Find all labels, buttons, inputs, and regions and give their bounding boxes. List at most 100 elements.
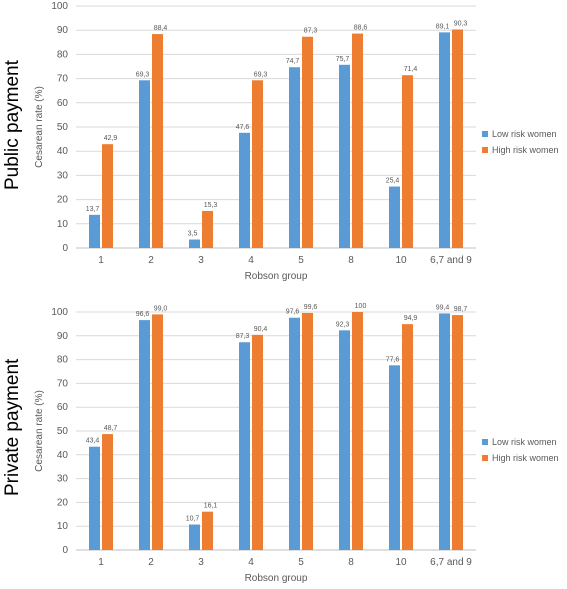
data-label: 87,3 xyxy=(236,333,250,340)
x-tick-label: 1 xyxy=(98,557,104,568)
y-tick-label: 90 xyxy=(57,25,69,36)
bar-high-risk xyxy=(102,144,113,248)
bar-high-risk xyxy=(152,314,163,550)
bar-high-risk xyxy=(302,36,313,248)
legend-label: High risk women xyxy=(492,145,559,155)
bar-high-risk xyxy=(102,434,113,550)
x-axis-label: Robson group xyxy=(245,271,308,282)
y-tick-label: 30 xyxy=(57,474,69,485)
data-label: 3,5 xyxy=(188,231,198,238)
data-label: 15,3 xyxy=(204,202,218,209)
bar-high-risk xyxy=(452,29,463,248)
y-tick-label: 50 xyxy=(57,426,69,437)
public-payment-chart: 0 10 20 30 40 50 60 70 80 90 100 1 13,7 42,9 2 69,3 88,4… xyxy=(34,1,476,282)
data-label: 99,4 xyxy=(436,304,450,311)
bar-high-risk xyxy=(152,34,163,249)
legend-swatch-low xyxy=(482,131,488,137)
bar-low-risk xyxy=(289,317,300,550)
bar-high-risk xyxy=(402,75,413,248)
x-tick-label: 8 xyxy=(348,255,354,266)
public-payment-panel: Public payment 0 10 20 30 40 50 60 70 80 90 100 1 13… xyxy=(0,0,567,292)
bar-low-risk xyxy=(189,239,200,248)
data-label: 74,7 xyxy=(286,58,300,65)
bar-high-risk xyxy=(352,312,363,550)
legend-item-low-risk: Low risk women xyxy=(482,126,559,142)
gridlines xyxy=(76,5,476,249)
bar-low-risk xyxy=(439,313,450,550)
y-tick-label: 40 xyxy=(57,146,69,157)
data-label: 75,7 xyxy=(336,56,350,63)
bar-high-risk xyxy=(302,312,313,550)
y-axis-label: Cesarean rate (%) xyxy=(34,86,45,168)
y-tick-label: 20 xyxy=(57,195,69,206)
y-tick-label: 10 xyxy=(57,521,69,532)
y-tick-label: 30 xyxy=(57,170,69,181)
x-tick-label: 3 xyxy=(198,255,204,266)
data-label: 94,9 xyxy=(404,315,418,322)
data-label: 98,7 xyxy=(454,306,468,313)
x-tick-label: 8 xyxy=(348,557,354,568)
bar-low-risk xyxy=(339,330,350,550)
data-label: 88,6 xyxy=(354,25,368,32)
x-tick-label: 6,7 and 9 xyxy=(430,557,472,568)
private-payment-chart: 0 10 20 30 40 50 60 70 80 90 100 1 43,4 48,7 2 96,6 99,0… xyxy=(34,303,476,584)
data-label: 89,1 xyxy=(436,23,450,30)
y-tick-label: 0 xyxy=(62,243,68,254)
data-label: 87,3 xyxy=(304,28,318,35)
y-tick-label: 100 xyxy=(51,307,68,318)
x-tick-label: 4 xyxy=(248,255,254,266)
data-label: 16,1 xyxy=(204,503,218,510)
bar-low-risk xyxy=(189,524,200,550)
bar-high-risk xyxy=(402,324,413,550)
x-axis-label: Robson group xyxy=(245,573,308,584)
x-tick-label: 3 xyxy=(198,557,204,568)
data-label: 99,0 xyxy=(154,305,168,312)
x-tick-label: 2 xyxy=(148,557,154,568)
data-label: 71,4 xyxy=(404,66,418,73)
bar-low-risk xyxy=(239,132,250,248)
bar-high-risk xyxy=(352,33,363,249)
bar-low-risk xyxy=(139,80,150,248)
bar-low-risk xyxy=(139,320,150,550)
bar-low-risk xyxy=(439,32,450,249)
x-tick-label: 10 xyxy=(395,557,407,568)
x-tick-label: 5 xyxy=(298,255,304,266)
y-tick-label: 80 xyxy=(57,49,69,60)
legend-swatch-low xyxy=(482,439,488,445)
data-label: 43,4 xyxy=(86,438,100,445)
bar-low-risk xyxy=(339,64,350,248)
y-tick-label: 80 xyxy=(57,355,69,366)
data-label: 90,3 xyxy=(454,20,468,27)
bar-low-risk xyxy=(389,365,400,550)
legend-label: Low risk women xyxy=(492,129,557,139)
data-label: 10,7 xyxy=(186,516,200,523)
data-label: 90,4 xyxy=(254,326,268,333)
y-tick-label: 70 xyxy=(57,378,69,389)
bar-high-risk xyxy=(452,315,463,550)
y-tick-label: 0 xyxy=(62,545,68,556)
bar-high-risk xyxy=(252,80,263,248)
x-tick-label: 10 xyxy=(395,255,407,266)
y-tick-label: 50 xyxy=(57,122,69,133)
data-label: 42,9 xyxy=(104,135,118,142)
data-label: 96,6 xyxy=(136,311,150,318)
bar-high-risk xyxy=(202,511,213,550)
bar-low-risk xyxy=(289,67,300,248)
gridlines xyxy=(76,311,476,551)
data-label: 47,6 xyxy=(236,124,250,131)
data-label: 99,6 xyxy=(304,304,318,311)
bar-low-risk xyxy=(239,342,250,550)
data-label: 77,6 xyxy=(386,356,400,363)
data-label: 97,6 xyxy=(286,309,300,316)
legend: Low risk women High risk women xyxy=(482,434,559,466)
data-label: 69,3 xyxy=(136,71,150,78)
y-axis-label: Cesarean rate (%) xyxy=(34,390,45,472)
bar-high-risk xyxy=(202,210,213,248)
legend-item-high-risk: High risk women xyxy=(482,450,559,466)
data-label: 48,7 xyxy=(104,425,118,432)
y-tick-label: 40 xyxy=(57,450,69,461)
data-label: 25,4 xyxy=(386,178,400,185)
x-tick-label: 2 xyxy=(148,255,154,266)
x-tick-label: 1 xyxy=(98,255,104,266)
x-tick-label: 6,7 and 9 xyxy=(430,255,472,266)
